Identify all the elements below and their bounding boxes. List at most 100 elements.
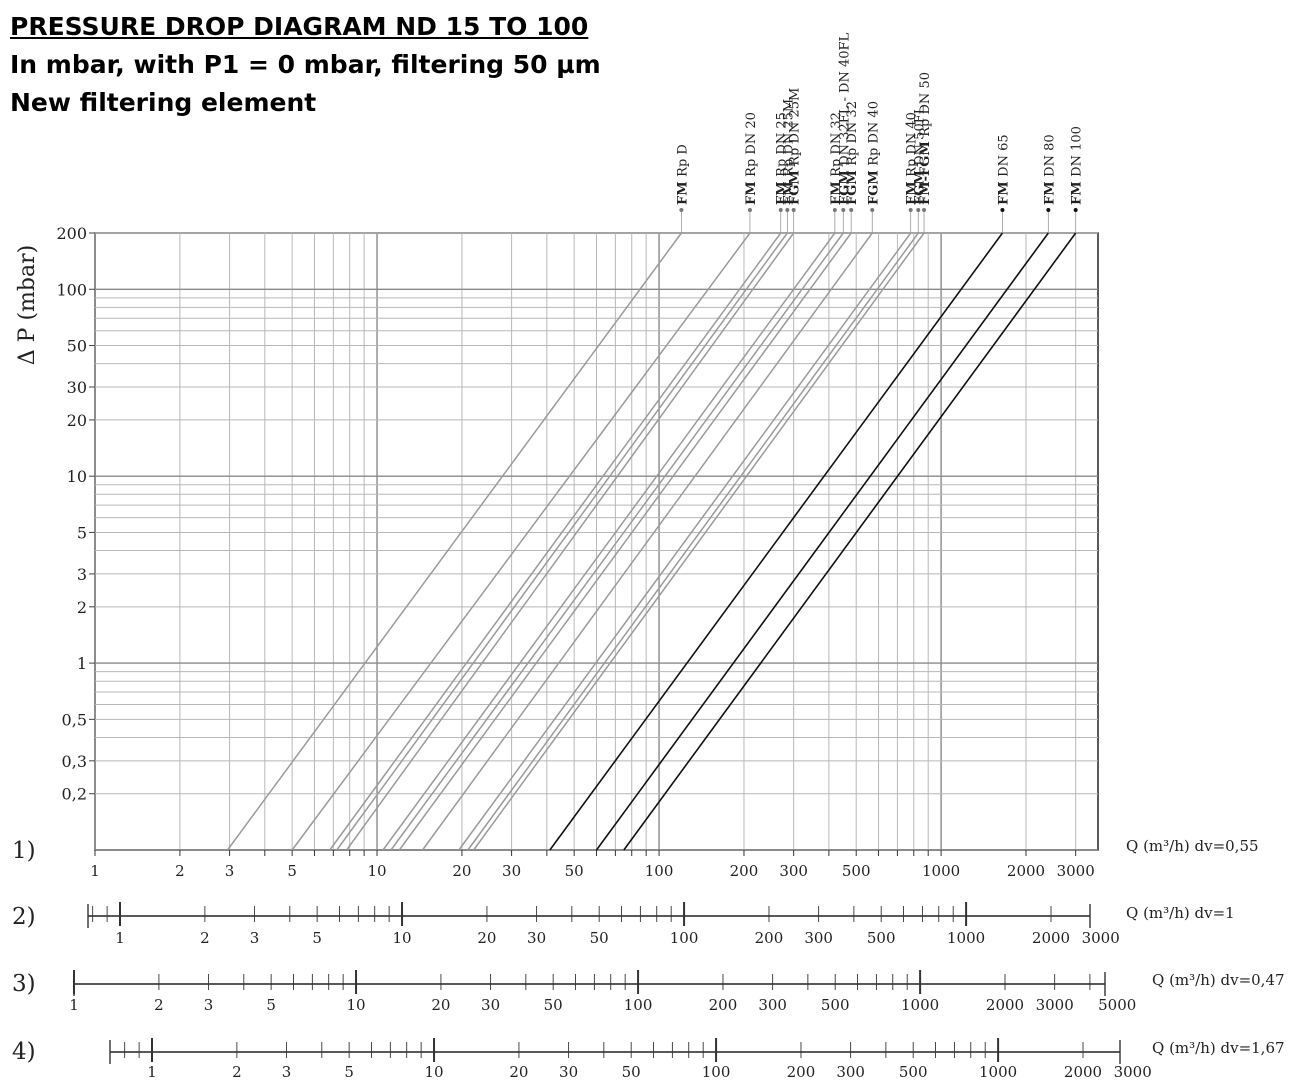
series-line	[398, 232, 852, 851]
series-label: FGM Rp DN 40	[866, 101, 881, 205]
series-marker	[916, 208, 921, 212]
x-tick-label: 2	[232, 1063, 242, 1081]
series-label: FM DN 65	[996, 134, 1011, 205]
x-tick-label: 500	[842, 862, 871, 880]
series-line	[421, 232, 873, 851]
x-tick-label: 10	[424, 1063, 443, 1081]
x-tick-label: 20	[431, 996, 450, 1014]
series-label-text: DN 65	[996, 134, 1011, 176]
x-tick-label: 2000	[1007, 862, 1045, 880]
chart-subtitle-1: In mbar, with P1 = 0 mbar, filtering 50 …	[10, 50, 601, 79]
x-tick-label: 50	[565, 862, 584, 880]
series-label-text: Rp DN 20	[744, 112, 759, 177]
series-label-text: DN 80	[1042, 134, 1057, 176]
y-tick-label: 3	[77, 565, 87, 584]
series-label: FM Rp DN 25M	[781, 99, 796, 205]
series-label-prefix: FGM	[788, 166, 803, 205]
title-block: PRESSURE DROP DIAGRAM ND 15 TO 100 In mb…	[10, 8, 601, 122]
x-tick-label: 5	[344, 1063, 354, 1081]
series-line	[226, 232, 683, 851]
x-tick-label: 50	[544, 996, 563, 1014]
series-marker	[870, 208, 875, 212]
series-marker	[841, 208, 846, 212]
x-tick-label: 10	[346, 996, 365, 1014]
series-label-text: Rp D	[675, 144, 690, 177]
x-axis-id: 4)	[12, 1039, 36, 1065]
x-tick-label: 100	[624, 996, 653, 1014]
y-tick-label: 0,2	[62, 785, 87, 804]
chart-subtitle-2: New filtering element	[10, 88, 317, 117]
x-tick-label: 5000	[1098, 996, 1136, 1014]
series-marker	[1000, 208, 1005, 212]
x-tick-label: 300	[836, 1063, 865, 1081]
x-tick-label: 3	[225, 862, 235, 880]
series-label-text: Rp DN 50	[918, 72, 933, 137]
series-marker	[908, 208, 913, 212]
series-label-prefix: FM	[675, 177, 690, 205]
series-label-text: DN 50FL	[912, 105, 927, 165]
x-tick-label: 30	[481, 996, 500, 1014]
y-tick-label: 2	[77, 598, 87, 617]
x-tick-label: 5	[266, 996, 276, 1014]
x-axis-caption: Q (m³/h) dv=0,55	[1126, 837, 1259, 855]
series-label: FM-FGM Rp DN 50	[918, 72, 933, 205]
series-marker	[849, 208, 854, 212]
series-marker	[922, 208, 927, 212]
series-label: FGM Rp DN 25M	[788, 88, 803, 205]
x-tick-label: 500	[899, 1063, 928, 1081]
series-label-prefix: FGM	[845, 166, 860, 205]
x-tick-label: 1000	[979, 1063, 1017, 1081]
x-tick-label: 50	[622, 1063, 641, 1081]
x-tick-label: 300	[779, 862, 808, 880]
x-tick-label: 1	[147, 1063, 157, 1081]
series-label-text: Rp DN 40	[866, 101, 881, 166]
x-tick-label: 3000	[1082, 929, 1120, 947]
y-axis: 200 100 50 30 20 10 5 3 2 1 0,5 0,3 0,2 Δ P (mbar)	[15, 224, 95, 804]
x-tick-label: 200	[755, 929, 784, 947]
series-line	[329, 232, 782, 851]
series-line	[382, 232, 836, 851]
series-label-text: Rp DN 25	[775, 112, 790, 177]
series-label: FM Rp DN 25	[775, 112, 790, 205]
x-tick-label: 1	[69, 996, 79, 1014]
series-lines	[226, 232, 1077, 851]
series-line	[467, 232, 919, 851]
series-line	[458, 232, 912, 851]
x-axis-caption: Q (m³/h) dv=1	[1126, 904, 1235, 922]
x-tick-label: 30	[527, 929, 546, 947]
x-axis-id: 2)	[12, 904, 36, 930]
series-marker	[1046, 208, 1051, 212]
series-label-text: Rp DN 25M	[781, 99, 796, 177]
x-tick-label: 10	[367, 862, 386, 880]
series-label: FM Rp DN 32	[829, 112, 844, 205]
x-tick-label: 3	[282, 1063, 292, 1081]
y-tick-label: 1	[77, 654, 87, 673]
series-marker	[679, 208, 684, 212]
series-label: FM Rp DN 40	[905, 112, 920, 205]
x-tick-label: 1000	[947, 929, 985, 947]
x-tick-label: 50	[590, 929, 609, 947]
series-marker	[791, 208, 796, 212]
series-label-prefix: FM	[829, 177, 844, 205]
x-tick-label: 20	[452, 862, 471, 880]
x-axes: 1 2 3 5 10 20 30 50 100 200 300 500 1000 2000 3000 1) Q …	[12, 837, 1285, 1081]
x-tick-label: 200	[730, 862, 759, 880]
x-tick-label: 500	[867, 929, 896, 947]
series-label-prefix: FM	[1042, 177, 1057, 205]
x-axis-caption: Q (m³/h) dv=1,67	[1152, 1039, 1285, 1057]
y-tick-label: 0,5	[62, 710, 87, 729]
series-marker	[1073, 208, 1078, 212]
series-label-text: Rp DN 40	[905, 112, 920, 177]
x-tick-label: 100	[670, 929, 699, 947]
series-line	[291, 232, 751, 851]
series-label-text: Rp DN 25M	[788, 88, 803, 166]
series-line	[595, 232, 1049, 851]
series-label-prefix: FGM	[912, 166, 927, 205]
y-tick-label: 0,3	[62, 752, 87, 771]
x-tick-label: 500	[821, 996, 850, 1014]
x-tick-label: 2	[154, 996, 164, 1014]
x-tick-label: 3000	[1057, 862, 1095, 880]
x-tick-label: 30	[502, 862, 521, 880]
x-tick-label: 1000	[901, 996, 939, 1014]
